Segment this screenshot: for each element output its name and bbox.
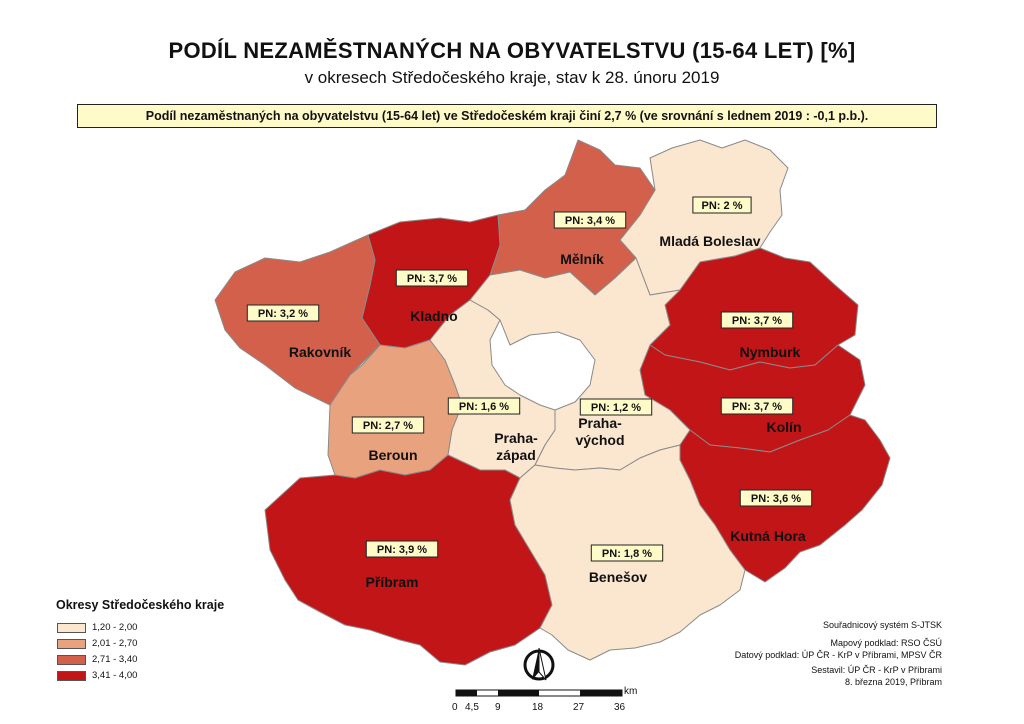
region-pribram [264,454,553,666]
pn-label-box [351,416,425,434]
scale-tick: 9 [495,702,501,713]
legend-label: 2,71 - 3,40 [92,654,138,665]
scale-tick: 0 [452,702,458,713]
legend-item: 3,41 - 4,00 [57,670,137,681]
legend-label: 2,01 - 2,70 [92,638,138,649]
legend-swatch [57,654,86,665]
scale-unit: km [624,686,638,697]
legend-item: 2,01 - 2,70 [57,638,137,649]
pn-label-box [739,489,813,507]
map-title: PODÍL NEZAMĚSTNANÝCH NA OBYVATELSTVU (15… [168,38,856,63]
district-name: Nymburk [740,344,801,360]
pn-label-box [590,544,664,562]
district-name: západ [496,447,536,463]
pn-label-box [447,397,521,415]
pn-label-box [553,211,627,229]
scale-bar [455,689,623,697]
info-box: Podíl nezaměstnaných na obyvatelstvu (15… [77,104,937,128]
district-name: Kladno [410,308,457,324]
district-name: Kutná Hora [730,528,806,544]
district-name: Mělník [560,251,604,267]
legend-item: 2,71 - 3,40 [57,654,137,665]
legend-swatch [57,670,86,681]
north-arrow-icon [523,647,555,681]
credit-basemap: Mapový podklad: RSO ČSÚ [830,638,942,648]
pn-label: PN: 2,7 % [363,420,413,432]
district-name: Benešov [589,569,648,585]
scale-tick: 36 [614,702,626,713]
legend-label: 1,20 - 2,00 [92,622,138,633]
district-name: východ [575,432,624,448]
district-name: Beroun [369,447,418,463]
legend-title: Okresy Středočeského kraje [56,598,225,612]
pn-label: PN: 3,9 % [377,544,427,556]
district-name: Praha- [494,430,538,446]
pn-label-box [720,397,794,415]
district-name: Praha- [578,415,622,431]
district-name: Příbram [366,574,419,590]
district-name: Kolín [767,419,802,435]
pn-label: PN: 3,4 % [565,215,615,227]
pn-label: PN: 2 % [702,200,743,212]
district-name: Mladá Boleslav [659,233,760,249]
map-subtitle: v okresech Středočeského kraje, stav k 2… [304,68,720,87]
pn-label-box [395,269,469,287]
credit-author: Sestavil: ÚP ČR - KrP v Příbrami [811,665,942,675]
legend-swatch [57,638,86,649]
pn-label-box [720,311,794,329]
pn-label-box [365,540,439,558]
scale-tick: 27 [573,702,585,713]
scale-tick: 4,5 [465,702,479,713]
pn-label: PN: 3,6 % [751,493,801,505]
scale-tick: 18 [532,702,544,713]
legend-swatch [57,622,86,633]
pn-label: PN: 3,2 % [258,308,308,320]
credit-date: 8. března 2019, Příbram [844,677,942,687]
district-name: Rakovník [289,344,351,360]
pn-label: PN: 1,8 % [602,548,652,560]
pn-label-box [246,304,320,322]
credit-crs: Souřadnicový systém S-JTSK [822,620,942,630]
pn-label: PN: 1,2 % [591,402,641,414]
pn-label: PN: 3,7 % [407,273,457,285]
pn-label-box [692,196,752,214]
pn-label: PN: 3,7 % [732,315,782,327]
credit-data: Datový podklad: ÚP ČR - KrP v Příbrami, … [734,650,942,660]
pn-label-box [579,398,653,416]
legend-item: 1,20 - 2,00 [57,622,137,633]
legend-label: 3,41 - 4,00 [92,670,138,681]
pn-label: PN: 3,7 % [732,401,782,413]
pn-label: PN: 1,6 % [459,401,509,413]
